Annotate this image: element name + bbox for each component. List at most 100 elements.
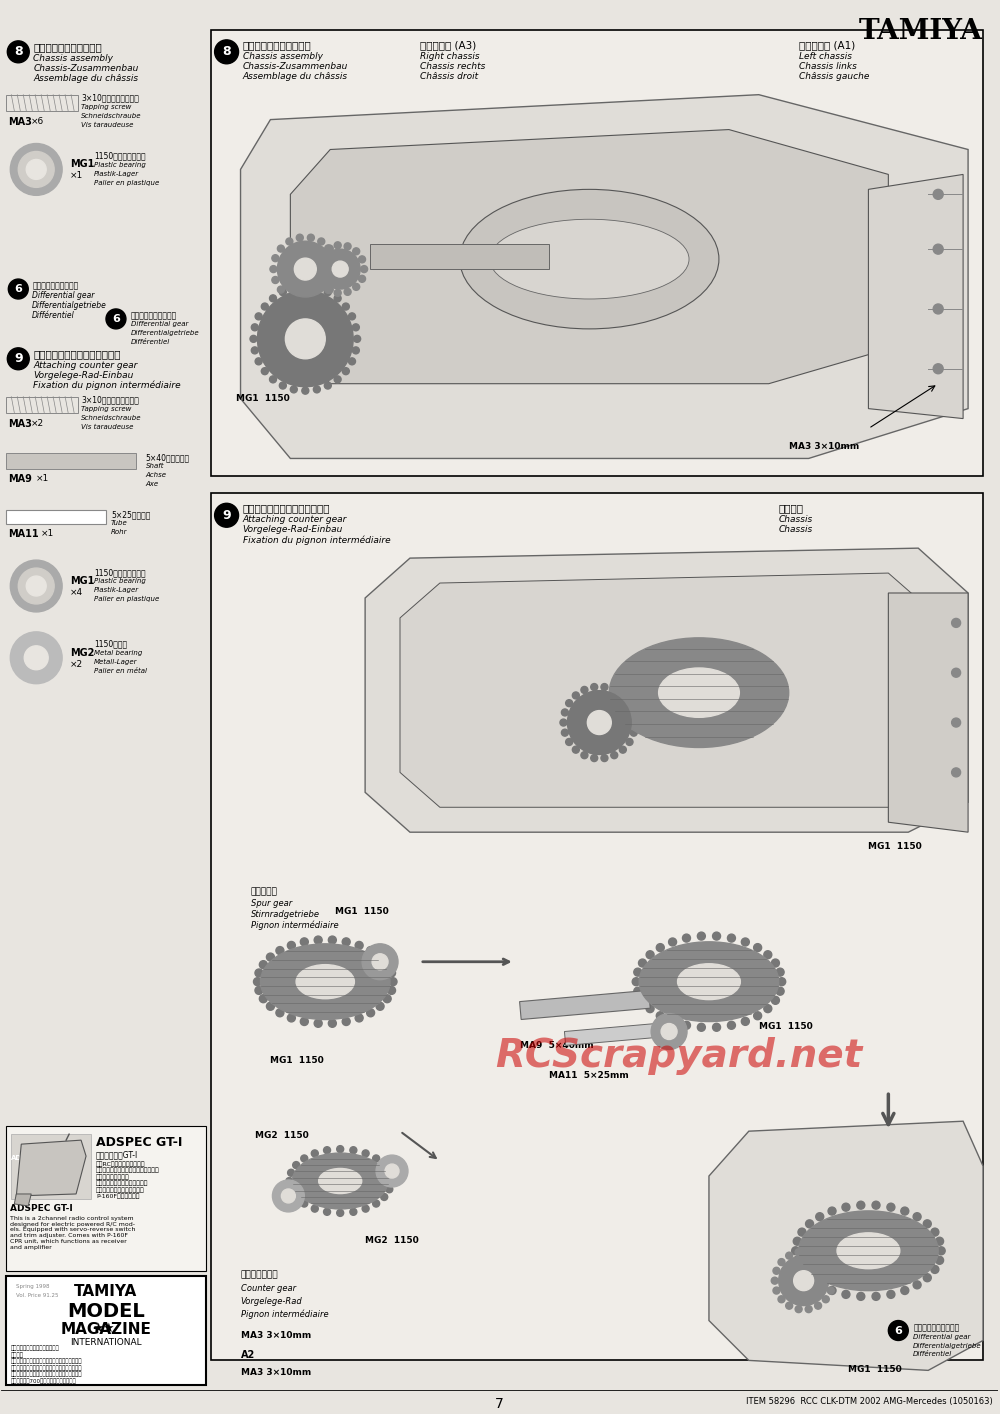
- Text: シャーシ右 (A3): シャーシ右 (A3): [420, 40, 476, 49]
- Circle shape: [952, 618, 961, 628]
- Circle shape: [827, 1267, 834, 1274]
- Circle shape: [334, 266, 341, 273]
- Circle shape: [771, 997, 779, 1004]
- Circle shape: [591, 755, 598, 762]
- Polygon shape: [14, 1193, 31, 1206]
- Circle shape: [250, 335, 257, 342]
- Circle shape: [822, 1258, 829, 1266]
- Text: MODEL: MODEL: [67, 1302, 145, 1321]
- Circle shape: [300, 1018, 308, 1025]
- Text: Chassis rechts: Chassis rechts: [420, 62, 485, 71]
- Circle shape: [669, 937, 677, 946]
- Circle shape: [773, 1287, 780, 1294]
- Circle shape: [290, 284, 297, 291]
- Text: ×1: ×1: [70, 171, 83, 181]
- Text: 1150プラベアリング: 1150プラベアリング: [94, 568, 146, 577]
- Polygon shape: [400, 573, 928, 807]
- Text: Assemblage du châssis: Assemblage du châssis: [33, 74, 138, 83]
- Text: MAGAZINE: MAGAZINE: [61, 1322, 151, 1336]
- Bar: [6, 1275, 206, 1386]
- Text: ★★: ★★: [92, 1322, 115, 1335]
- Text: Axe: Axe: [146, 481, 159, 488]
- Circle shape: [215, 40, 239, 64]
- Circle shape: [566, 738, 573, 745]
- Circle shape: [773, 1267, 780, 1274]
- Text: Attaching counter gear: Attaching counter gear: [33, 361, 138, 370]
- Circle shape: [713, 932, 721, 940]
- Text: Tube: Tube: [111, 520, 128, 526]
- Text: Shaft: Shaft: [146, 464, 164, 469]
- Text: Différentiel: Différentiel: [913, 1352, 953, 1357]
- Circle shape: [591, 683, 598, 690]
- Circle shape: [754, 1012, 762, 1019]
- Circle shape: [933, 245, 943, 255]
- Text: A2: A2: [241, 1350, 255, 1360]
- Circle shape: [302, 284, 309, 290]
- Text: MA3: MA3: [8, 116, 32, 127]
- Circle shape: [778, 1295, 785, 1302]
- Circle shape: [388, 987, 396, 994]
- Text: Chassis assembly: Chassis assembly: [33, 54, 113, 62]
- Circle shape: [795, 1305, 802, 1312]
- Circle shape: [314, 1019, 322, 1028]
- Circle shape: [293, 1193, 300, 1200]
- Circle shape: [815, 1302, 822, 1309]
- Circle shape: [376, 1003, 384, 1010]
- Text: This is a 2channel radio control system
designed for electric powered R/C mod-
e: This is a 2channel radio control system …: [10, 1216, 136, 1250]
- Ellipse shape: [292, 1152, 388, 1209]
- Circle shape: [276, 1008, 284, 1017]
- Circle shape: [10, 560, 62, 612]
- Circle shape: [630, 730, 637, 737]
- Text: MA9: MA9: [8, 475, 32, 485]
- Circle shape: [776, 987, 784, 995]
- Circle shape: [771, 1277, 778, 1284]
- Bar: [564, 1024, 655, 1045]
- Text: Palier en plastique: Palier en plastique: [94, 595, 159, 602]
- Circle shape: [277, 245, 284, 252]
- Polygon shape: [365, 549, 968, 833]
- Circle shape: [798, 1266, 806, 1274]
- Circle shape: [952, 768, 961, 776]
- Circle shape: [320, 249, 360, 288]
- Text: Chassis: Chassis: [779, 515, 813, 525]
- Text: Differentialgetriebe: Differentialgetriebe: [32, 301, 107, 310]
- Circle shape: [872, 1292, 880, 1301]
- Circle shape: [251, 346, 258, 354]
- Text: Chassis assembly: Chassis assembly: [243, 52, 323, 61]
- Text: Chassis: Chassis: [779, 525, 813, 534]
- Ellipse shape: [260, 943, 390, 1019]
- Circle shape: [324, 382, 331, 389]
- Circle shape: [352, 324, 359, 331]
- Text: ×4: ×4: [70, 588, 83, 597]
- Circle shape: [272, 1181, 304, 1212]
- Text: MA3 3×10mm: MA3 3×10mm: [241, 1331, 311, 1339]
- Text: Vis taraudeuse: Vis taraudeuse: [81, 122, 133, 127]
- Circle shape: [931, 1229, 939, 1236]
- Text: 9: 9: [14, 352, 23, 365]
- Circle shape: [793, 1256, 801, 1264]
- Circle shape: [342, 303, 349, 310]
- Text: 5×40㎟シャフト: 5×40㎟シャフト: [146, 454, 190, 462]
- Text: MG1  1150: MG1 1150: [236, 393, 289, 403]
- Text: 1150メタル: 1150メタル: [94, 641, 127, 649]
- Circle shape: [786, 1302, 793, 1309]
- Circle shape: [587, 711, 611, 734]
- Circle shape: [581, 686, 588, 693]
- Polygon shape: [16, 1140, 86, 1196]
- Text: 1150プラベアリング: 1150プラベアリング: [94, 151, 146, 160]
- Text: 6: 6: [894, 1325, 902, 1335]
- Circle shape: [764, 1004, 772, 1012]
- Text: ×2: ×2: [31, 419, 44, 427]
- Circle shape: [285, 320, 325, 359]
- Text: MG2: MG2: [70, 648, 94, 658]
- Bar: [11, 1134, 91, 1199]
- Circle shape: [936, 1237, 944, 1246]
- Circle shape: [639, 997, 646, 1004]
- Text: Tapping screw: Tapping screw: [81, 103, 131, 110]
- Circle shape: [10, 632, 62, 684]
- Circle shape: [771, 959, 779, 967]
- Circle shape: [350, 1147, 357, 1154]
- Bar: [6, 397, 78, 413]
- Circle shape: [367, 1008, 375, 1017]
- Circle shape: [383, 994, 391, 1003]
